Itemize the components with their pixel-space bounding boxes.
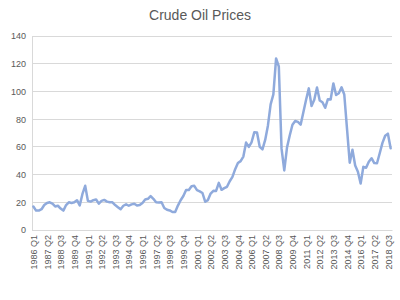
grid-line — [32, 174, 392, 175]
y-tick: 100 — [11, 87, 32, 97]
x-tick-label: 1993 Q3 — [111, 235, 121, 270]
x-tick-label: 2004 Q4 — [234, 235, 244, 270]
x-tick-label: 2002 Q2 — [206, 235, 216, 270]
grid-line — [32, 230, 392, 231]
x-tick-label: 2018 Q3 — [384, 235, 394, 270]
x-tick-label: 2003 Q3 — [220, 235, 230, 270]
x-tick-label: 2006 Q1 — [247, 235, 257, 270]
x-tick-label: 2007 Q2 — [261, 235, 271, 270]
x-tick: 2013 Q3 — [329, 230, 339, 270]
x-tick-label: 1997 Q2 — [152, 235, 162, 270]
x-tick: 1996 Q1 — [138, 230, 148, 270]
grid-line — [32, 91, 392, 92]
x-axis: 1986 Q1 1987 Q21988 Q3 1989 Q4 1991 Q11992 … — [29, 230, 394, 270]
x-tick-label: 1994 Q4 — [124, 235, 134, 270]
x-tick-label: 1987 Q2 — [43, 235, 53, 270]
x-tick: 1997 Q2 — [152, 230, 162, 270]
x-tick-label: 1992 Q2 — [97, 235, 107, 270]
x-tick-label: 1999 Q4 — [179, 235, 189, 270]
x-tick-label: 1996 Q1 — [138, 235, 148, 270]
x-tick: 2002 Q2 — [206, 230, 216, 270]
x-tick: 2009 Q4 — [288, 230, 298, 270]
grid — [32, 36, 392, 230]
y-tick-label: 100 — [11, 87, 26, 97]
x-tick-label: 1988 Q3 — [56, 235, 66, 270]
x-tick: 2008 Q3 — [274, 230, 284, 270]
x-tick: 1993 Q3 — [111, 230, 121, 270]
y-tick: 140 — [11, 31, 32, 41]
x-tick: 1986 Q1 — [29, 230, 39, 270]
x-tick: 2001 Q1 — [193, 230, 203, 270]
plot-area — [33, 58, 390, 212]
y-axis-line — [32, 37, 33, 231]
y-tick: 0 — [21, 225, 32, 235]
grid-line — [32, 119, 392, 120]
grid-line — [32, 202, 392, 203]
x-tick-label: 2017 Q2 — [370, 235, 380, 270]
x-tick: 1999 Q4 — [179, 230, 189, 270]
x-tick: 2003 Q3 — [220, 230, 230, 270]
x-tick-label: 1986 Q1 — [29, 235, 39, 270]
x-tick-label: 2013 Q3 — [329, 235, 339, 270]
x-tick: 1989 Q4 — [70, 230, 80, 270]
y-tick-label: 120 — [11, 59, 26, 69]
y-tick-label: 80 — [16, 115, 26, 125]
x-tick-label: 2011 Q1 — [302, 235, 312, 269]
x-tick: 1994 Q4 — [124, 230, 134, 270]
x-tick-label: 2016 Q1 — [356, 235, 366, 270]
x-tick: 1992 Q2 — [97, 230, 107, 270]
x-tick-label: 2009 Q4 — [288, 235, 298, 270]
x-tick: 2012 Q2 — [315, 230, 325, 270]
y-tick-label: 140 — [11, 31, 26, 41]
x-tick: 2006 Q1 — [247, 230, 257, 270]
x-tick-label: 1989 Q4 — [70, 235, 80, 270]
x-tick-label: 2001 Q1 — [193, 235, 203, 270]
x-tick: 1991 Q1 — [84, 230, 94, 270]
x-tick: 2004 Q4 — [234, 230, 244, 270]
y-axis: 0 20 40 60 80 100 120 140 — [11, 31, 33, 235]
x-tick: 2017 Q2 — [370, 230, 380, 270]
x-tick-label: 2012 Q2 — [315, 235, 325, 270]
x-tick: 1988 Q3 — [56, 230, 66, 270]
y-tick: 120 — [11, 59, 32, 69]
grid-line — [32, 36, 392, 37]
x-tick: 2016 Q1 — [356, 230, 366, 270]
x-tick-label: 2014 Q4 — [343, 235, 353, 270]
y-tick: 20 — [16, 198, 32, 208]
y-tick-label: 60 — [16, 142, 26, 152]
y-tick-label: 0 — [21, 225, 26, 235]
x-tick: 2007 Q2 — [261, 230, 271, 270]
y-tick: 60 — [16, 142, 32, 152]
x-tick: 2014 Q4 — [343, 230, 353, 270]
y-tick: 80 — [16, 115, 32, 125]
x-tick: 1998 Q3 — [165, 230, 175, 270]
chart: Crude Oil Prices 0 20 40 60 80 100 120 140 1986 Q… — [0, 0, 400, 300]
y-tick: 40 — [16, 170, 32, 180]
x-tick: 2011 Q1 — [302, 230, 312, 269]
x-axis-line — [33, 230, 393, 231]
grid-line — [32, 146, 392, 147]
price-line — [33, 58, 390, 212]
grid-line — [32, 63, 392, 64]
x-tick: 2018 Q3 — [384, 230, 394, 270]
title: Crude Oil Prices — [149, 7, 251, 23]
x-tick: 1987 Q2 — [43, 230, 53, 270]
y-tick-label: 40 — [16, 170, 26, 180]
x-tick-label: 2008 Q3 — [274, 235, 284, 270]
y-tick-label: 20 — [16, 198, 26, 208]
x-tick-label: 1998 Q3 — [165, 235, 175, 270]
x-tick-label: 1991 Q1 — [84, 235, 94, 270]
